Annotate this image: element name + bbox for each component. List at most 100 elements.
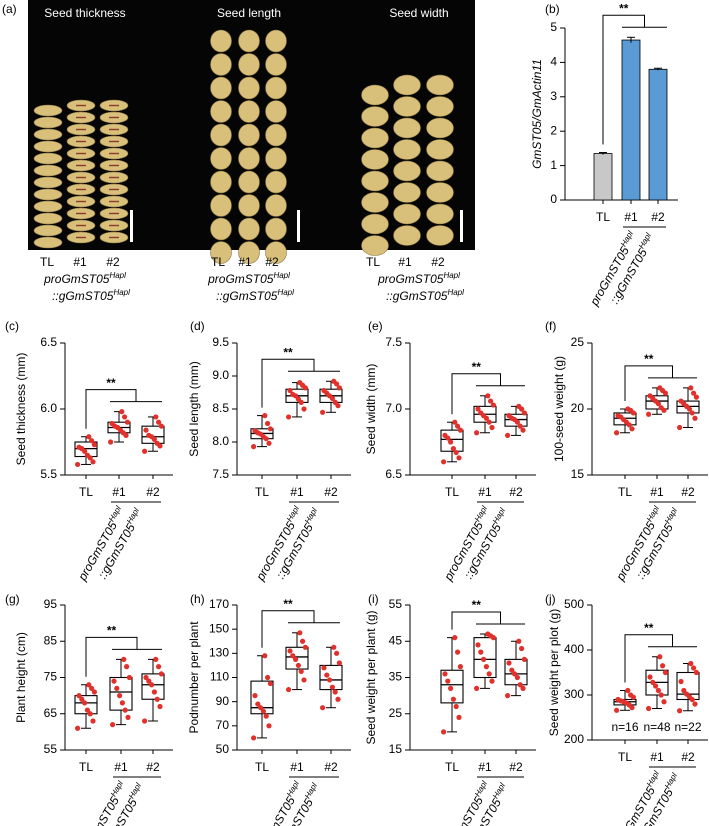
genotype-superscript: Hapl [619, 229, 635, 248]
x-tick-label: #2 [681, 485, 695, 499]
seed [33, 236, 63, 249]
seed [393, 203, 421, 225]
data-point [629, 426, 635, 432]
data-point [263, 713, 269, 719]
significance-bracket [85, 636, 138, 677]
data-point [331, 644, 337, 650]
data-point [689, 410, 695, 416]
seed [238, 53, 260, 76]
data-point [124, 419, 130, 425]
y-axis-label: Podnumber per plant [187, 621, 201, 734]
y-tick-label: 55 [389, 597, 403, 611]
data-point [457, 427, 463, 433]
data-point [658, 405, 664, 411]
data-point [445, 678, 451, 684]
data-point [290, 391, 296, 398]
seed [361, 127, 389, 149]
x-tick-label: TL [618, 750, 632, 764]
significance: ** [283, 597, 293, 611]
significance: ** [472, 598, 482, 612]
seed [238, 194, 260, 217]
seed [426, 182, 454, 203]
data-point [258, 705, 264, 711]
data-point [119, 409, 125, 415]
significance-bracket [602, 14, 645, 145]
significance: ** [619, 1, 629, 15]
seed [426, 117, 454, 139]
x-tick-label: #1 [114, 760, 128, 774]
y-tick-label: 35 [389, 670, 403, 684]
x-tick-label: TL [79, 760, 93, 774]
data-point [647, 393, 653, 399]
data-point [297, 630, 303, 636]
data-point [297, 380, 303, 386]
data-point [456, 714, 462, 720]
genotype-superscript: Hapl [663, 771, 679, 790]
data-point [485, 393, 491, 399]
data-point [455, 423, 461, 429]
genotype-superscript: Hapl [491, 781, 507, 800]
y-tick-label: 7.0 [385, 401, 402, 415]
seed [265, 170, 287, 194]
seed [393, 182, 421, 203]
seed [210, 217, 232, 241]
y-tick-label: 130 [209, 646, 229, 660]
x-tick-label: #2 [681, 750, 695, 764]
photo-title: Seed length [217, 6, 281, 20]
y-tick-label: 300 [564, 687, 584, 701]
genotype-text: proGmST05 [43, 272, 110, 286]
y-axis-label: Seed weight per plot (g) [547, 609, 561, 736]
data-point [89, 438, 95, 444]
y-tick-label: 3 [550, 89, 557, 103]
y-tick-label: 85 [44, 633, 58, 647]
seed [265, 194, 287, 217]
data-point [156, 664, 162, 670]
genotype-superscript: Hapl [637, 231, 653, 250]
data-point [647, 674, 653, 680]
photo-title: Seed thickness [44, 6, 125, 20]
data-point [506, 413, 512, 419]
data-point [142, 718, 148, 724]
significance-bracket [624, 365, 673, 401]
data-point [506, 660, 512, 666]
genotype-text: proGmST05 [377, 272, 444, 286]
genotype-superscript: Hapl [109, 779, 125, 798]
genotype-text: proGmST05 [207, 272, 274, 286]
data-point [321, 665, 327, 671]
data-point [121, 656, 127, 662]
data-point [614, 707, 620, 713]
seed [33, 152, 63, 165]
data-point [146, 678, 152, 684]
data-point [331, 378, 337, 384]
seed [265, 29, 287, 53]
data-point [158, 671, 164, 677]
data-point [87, 711, 93, 717]
data-point [489, 678, 495, 684]
y-tick-label: 25 [571, 335, 585, 349]
seed [210, 123, 232, 147]
data-point [615, 696, 621, 703]
seed [33, 104, 63, 117]
genotype-superscript: Hapl [107, 504, 123, 523]
y-tick-label: 15 [571, 467, 585, 481]
data-point [628, 692, 634, 698]
data-point [653, 683, 659, 689]
data-point [108, 439, 114, 445]
y-tick-label: 75 [44, 670, 58, 684]
y-tick-label: 50 [216, 742, 230, 756]
x-tick-label: TL [79, 485, 93, 499]
seed [33, 176, 63, 189]
data-point [295, 662, 301, 669]
data-point [625, 406, 631, 412]
genotype-superscript: Hapl [447, 288, 464, 297]
genotype-superscript: Hapl [285, 779, 301, 798]
data-point [519, 645, 525, 652]
x-tick-label: #2 [324, 485, 338, 499]
category-label: #2 [106, 255, 120, 269]
y-tick-label: 200 [564, 732, 584, 746]
box [319, 664, 343, 691]
data-point [657, 385, 663, 391]
data-point [266, 723, 272, 729]
data-point [646, 705, 652, 712]
data-point [301, 406, 307, 412]
